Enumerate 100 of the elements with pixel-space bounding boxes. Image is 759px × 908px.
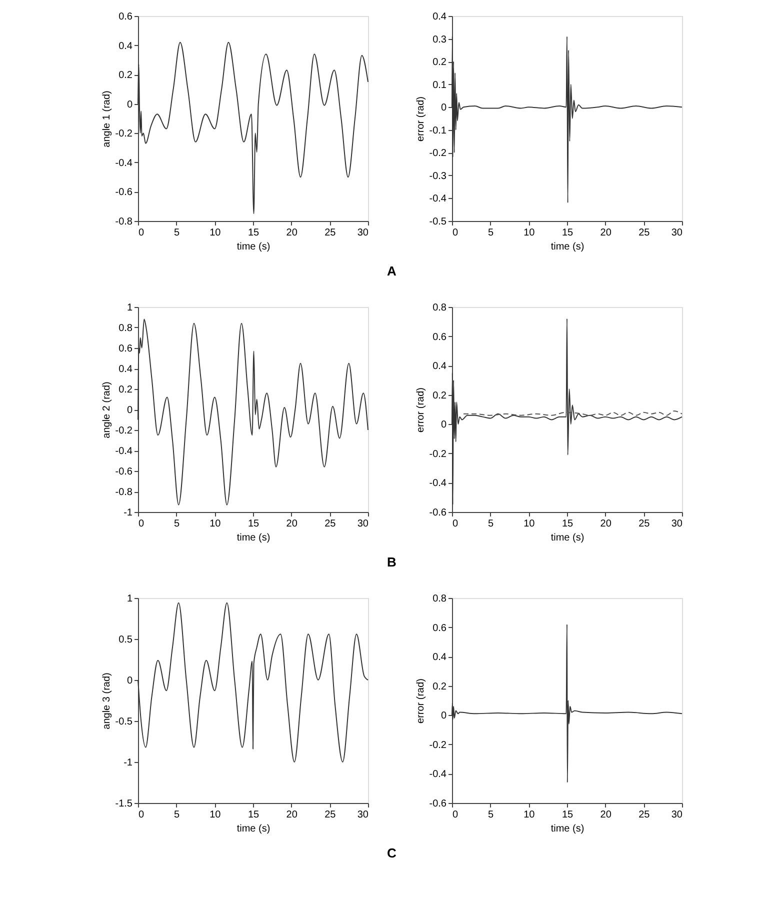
x-tick-label: 5 [488, 810, 494, 820]
x-tick-label: 20 [600, 228, 612, 238]
y-tick-label: 0.8 [432, 302, 447, 314]
y-tick-label: 0.2 [432, 57, 447, 68]
x-tick-label: 15 [562, 228, 574, 238]
line-series [452, 318, 682, 506]
text: A [386, 264, 397, 278]
y-tick-label: -0.6 [429, 508, 447, 518]
y-tick-label: 0.4 [432, 12, 447, 22]
y-tick-label: 0.4 [118, 364, 133, 375]
x-tick-label: 0 [138, 228, 144, 238]
y-tick-label: 0.4 [432, 361, 447, 372]
y-tick-label: 0 [126, 405, 133, 416]
y-axis-title: angle 3 (rad) [101, 672, 112, 730]
y-tick-label: -0.2 [115, 128, 133, 140]
y-tick-label: 0.5 [118, 634, 133, 646]
line-series [138, 318, 368, 506]
y-tick-label: 0.2 [432, 681, 447, 692]
x-tick-label: 10 [210, 518, 222, 530]
x-tick-label: 30 [357, 810, 369, 820]
x-tick-label: 20 [600, 518, 612, 530]
x-tick-label: 0 [452, 228, 458, 238]
x-tick-label: 10 [524, 810, 536, 820]
y-tick-label: 0.2 [118, 70, 133, 82]
x-tick-label: 0 [452, 810, 458, 820]
x-tick-label: 0 [138, 810, 144, 820]
y-tick-label: -0.6 [115, 187, 133, 198]
x-tick-label: 10 [524, 518, 536, 530]
y-tick-label: 0 [440, 420, 447, 431]
y-tick-label: -0.5 [115, 716, 133, 728]
y-tick-label: 0.8 [118, 323, 133, 334]
line-series [138, 602, 368, 762]
x-tick-label: 25 [324, 810, 336, 820]
y-tick-label: -0.4 [429, 769, 447, 780]
y-tick-label: -0.3 [429, 170, 447, 182]
text: C [386, 846, 397, 860]
x-tick-label: 15 [562, 518, 574, 530]
y-tick-label: -0.1 [429, 125, 447, 136]
y-tick-label: -0.2 [429, 448, 447, 460]
y-tick-label: 1 [126, 594, 133, 604]
y-tick-label: 0.1 [432, 80, 447, 91]
y-tick-label: -0.4 [429, 478, 447, 490]
y-tick-label: 0.3 [432, 34, 447, 46]
y-tick-label: 0.4 [118, 40, 133, 52]
x-tick-label: 25 [324, 228, 336, 238]
y-axis-title: angle 2 (rad) [101, 382, 112, 438]
line-series [452, 36, 682, 204]
x-tick-label: 25 [638, 810, 650, 820]
x-tick-label: 30 [671, 810, 683, 820]
y-tick-label: -0.8 [115, 216, 133, 228]
x-tick-label: 20 [286, 228, 298, 238]
x-tick-label: 30 [357, 518, 369, 530]
x-tick-label: 5 [174, 518, 180, 530]
x-tick-label: 15 [562, 810, 574, 820]
y-tick-label: -0.8 [115, 487, 133, 498]
x-tick-label: 15 [248, 518, 260, 530]
x-tick-label: 15 [248, 810, 260, 820]
y-tick-label: -0.4 [115, 158, 133, 169]
x-tick-label: 20 [600, 810, 612, 820]
x-tick-label: 25 [638, 518, 650, 530]
y-tick-label: 0 [126, 676, 133, 686]
y-tick-label: -0.2 [429, 148, 447, 160]
x-tick-label: 5 [174, 228, 180, 238]
y-tick-label: 0.6 [118, 344, 133, 354]
y-tick-label: -0.6 [429, 798, 447, 810]
x-tick-label: 5 [488, 228, 494, 238]
x-tick-label: 0 [138, 518, 144, 530]
x-tick-label: 25 [638, 228, 650, 238]
y-tick-label: 0.6 [432, 622, 447, 634]
y-tick-label: 1 [126, 302, 133, 314]
x-tick-label: 5 [174, 810, 180, 820]
y-tick-label: 0 [126, 99, 133, 110]
y-axis-title: error (rad) [415, 96, 426, 142]
y-tick-label: 0 [440, 710, 447, 722]
y-tick-label: 0 [440, 102, 447, 114]
y-tick-label: 0.2 [118, 384, 133, 396]
x-tick-label: 15 [248, 228, 260, 238]
x-axis-title: time (s) [550, 532, 584, 544]
x-axis-title: time (s) [236, 532, 270, 544]
y-tick-label: -1.5 [115, 798, 133, 810]
y-tick-label: 0.6 [118, 12, 133, 22]
x-axis-title: time (s) [550, 242, 584, 252]
x-tick-label: 20 [286, 518, 298, 530]
y-tick-label: 0.4 [432, 652, 447, 664]
x-axis-title: time (s) [550, 824, 584, 834]
y-axis-title: angle 1 (rad) [101, 90, 112, 148]
x-axis-title: time (s) [236, 242, 270, 252]
y-tick-label: -0.6 [115, 466, 133, 478]
text: B [386, 554, 396, 570]
y-tick-label: -0.2 [115, 426, 133, 436]
line-series [138, 42, 368, 214]
y-tick-label: -1 [124, 758, 133, 768]
x-tick-label: 0 [452, 518, 458, 530]
y-tick-label: -1 [124, 508, 133, 518]
y-tick-label: 0.2 [432, 390, 447, 402]
line-series [452, 624, 682, 783]
y-tick-label: -0.5 [429, 216, 447, 228]
x-tick-label: 30 [671, 228, 683, 238]
y-tick-label: 0.8 [432, 594, 447, 604]
x-tick-label: 10 [210, 228, 222, 238]
